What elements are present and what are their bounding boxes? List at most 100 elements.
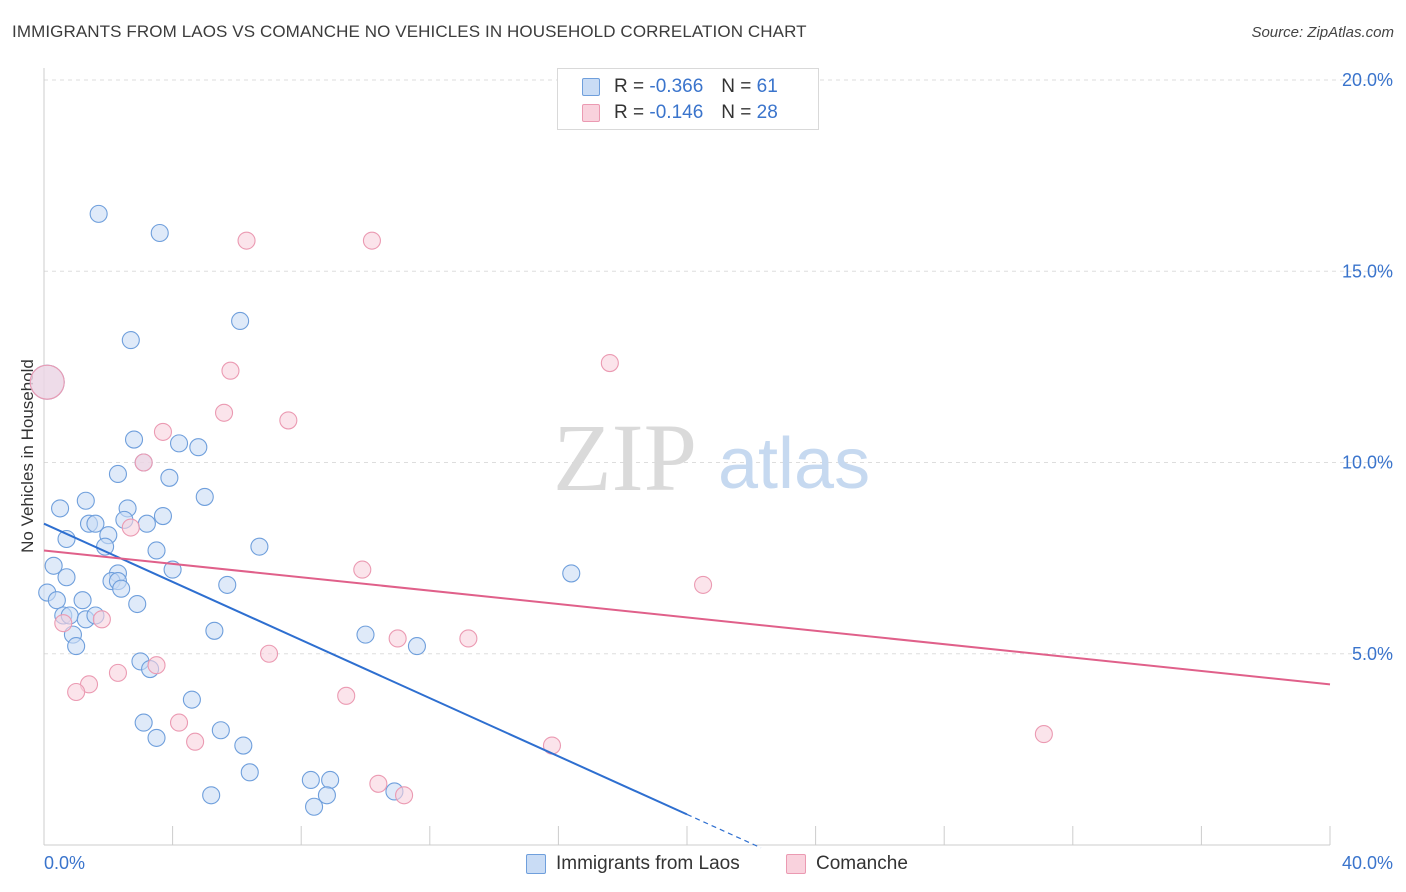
grid-lines: [44, 79, 1392, 655]
comanche-trend-line: [43, 549, 1331, 686]
comanche-point: [147, 656, 166, 675]
comanche-point: [54, 614, 73, 633]
laos-point: [195, 487, 214, 506]
legend-swatch-comanche: [582, 104, 600, 122]
laos-point: [189, 438, 208, 457]
legend-row-comanche: R = -0.146 N = 28: [582, 100, 778, 126]
comanche-point: [388, 629, 407, 648]
laos-point: [112, 579, 131, 598]
laos-point: [96, 537, 115, 556]
laos-point: [205, 621, 224, 640]
bottom-legend-label-comanche: Comanche: [816, 853, 908, 874]
watermark-atlas: atlas: [718, 424, 870, 504]
laos-point: [562, 564, 581, 583]
legend-r-value: -0.366: [649, 76, 704, 97]
comanche-point: [153, 422, 173, 441]
comanche-point: [369, 774, 388, 793]
y-tick-label: 15.0%: [1342, 261, 1393, 281]
comanche-point: [337, 686, 356, 705]
correlation-legend: R = -0.366 N = 61 R = -0.146 N = 28: [557, 68, 819, 130]
trend-lines: [43, 522, 1331, 849]
comanche-point: [221, 361, 240, 380]
bottom-legend-label-laos: Immigrants from Laos: [556, 853, 740, 874]
laos-point: [121, 331, 140, 350]
legend-r-value: -0.146: [649, 102, 704, 123]
comanche-point: [259, 644, 279, 663]
laos-point: [240, 763, 259, 782]
laos-point: [301, 770, 320, 790]
laos-point: [250, 537, 269, 556]
bottom-legend-swatch-comanche: [786, 854, 806, 874]
legend-n-value: 28: [756, 102, 778, 123]
comanche-point: [362, 231, 381, 250]
legend-r-label: R =: [614, 102, 645, 123]
laos-point: [86, 514, 105, 533]
laos-point: [317, 786, 336, 805]
laos-point: [305, 797, 324, 816]
laos-point: [231, 311, 250, 331]
chart-title: IMMIGRANTS FROM LAOS VS COMANCHE NO VEHI…: [12, 22, 807, 41]
laos-point: [134, 713, 153, 732]
comanche-point: [600, 353, 619, 373]
comanche-point: [1034, 725, 1053, 744]
comanche-point: [459, 629, 478, 648]
legend-row-laos: R = -0.366 N = 61: [582, 74, 778, 100]
y-tick-label: 5.0%: [1352, 644, 1393, 664]
series-laos-points: [29, 204, 581, 816]
comanche-point: [694, 575, 713, 594]
laos-point: [147, 728, 166, 747]
laos-trend-extension: [686, 813, 762, 849]
bottom-legend-comanche: Comanche: [786, 852, 908, 876]
comanche-point: [237, 231, 256, 250]
comanche-point: [214, 403, 234, 422]
source-credit: Source: ZipAtlas.com: [1251, 24, 1394, 41]
laos-point: [124, 430, 144, 449]
legend-r-label: R =: [614, 76, 645, 97]
watermark: ZIP atlas: [553, 404, 870, 511]
comanche-point: [395, 786, 414, 805]
laos-point: [57, 568, 76, 587]
laos-point: [163, 560, 182, 579]
comanche-point: [186, 732, 205, 751]
comanche-point: [67, 682, 86, 702]
comanche-point: [279, 411, 298, 430]
bottom-legend-laos: Immigrants from Laos: [526, 852, 740, 876]
comanche-point: [121, 518, 140, 537]
laos-point: [147, 541, 166, 560]
laos-point: [137, 514, 156, 533]
tick-labels: 5.0% 10.0% 15.0% 20.0% 0.0% 40.0%: [44, 70, 1393, 873]
laos-point: [108, 464, 127, 484]
comanche-point: [134, 453, 153, 472]
laos-point: [44, 556, 63, 575]
laos-point: [128, 594, 147, 614]
comanche-point: [29, 364, 65, 400]
laos-point: [356, 625, 375, 644]
x-tick-label-max: 40.0%: [1342, 853, 1393, 873]
laos-point: [51, 499, 70, 518]
axes: [43, 68, 1331, 846]
comanche-point: [108, 663, 127, 682]
series-comanche-points: [29, 231, 1053, 805]
legend-n-label: N =: [721, 76, 752, 97]
laos-point: [211, 721, 230, 740]
legend-n-label: N =: [721, 102, 752, 123]
laos-point: [47, 591, 66, 610]
laos-point: [407, 637, 426, 656]
laos-point: [73, 591, 92, 610]
comanche-point: [353, 560, 372, 579]
legend-swatch-laos: [582, 78, 600, 96]
watermark-zip: ZIP: [553, 404, 697, 511]
laos-point: [153, 506, 173, 526]
comanche-point: [92, 610, 111, 629]
laos-point: [169, 434, 189, 453]
laos-point: [160, 468, 179, 487]
legend-n-value: 61: [756, 76, 778, 97]
laos-point: [321, 770, 340, 790]
laos-point: [67, 637, 86, 656]
laos-point: [150, 223, 169, 243]
bottom-legend-swatch-laos: [526, 854, 546, 874]
laos-trend-line: [43, 522, 688, 816]
laos-point: [234, 736, 253, 755]
laos-point: [76, 491, 95, 510]
